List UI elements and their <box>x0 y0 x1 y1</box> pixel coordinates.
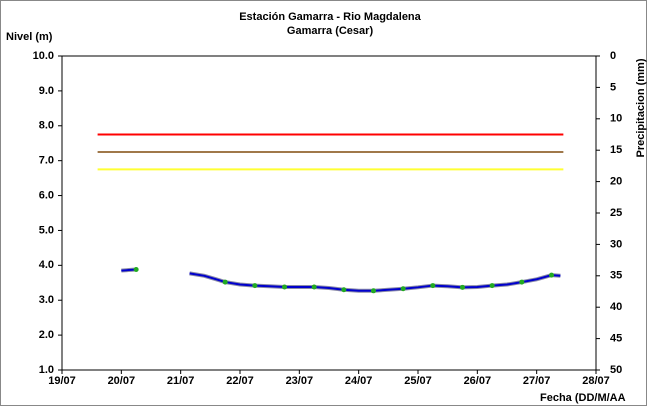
data-point <box>489 283 495 289</box>
chart-title: Estación Gamarra - Rio Magdalena <box>239 11 421 23</box>
y-tick-label: 7.0 <box>39 155 54 167</box>
x-tick-label: 23/07 <box>286 375 314 387</box>
y2-tick-label: 50 <box>610 364 622 376</box>
y2-tick-label: 45 <box>610 333 622 345</box>
x-tick-label: 26/07 <box>464 375 492 387</box>
y-tick-label: 2.0 <box>39 329 54 341</box>
y2-tick-label: 10 <box>610 113 622 125</box>
y-axis-label: Nivel (m) <box>6 31 53 43</box>
data-point <box>252 283 258 289</box>
y-tick-label: 4.0 <box>39 259 54 271</box>
y-tick-label: 10.0 <box>33 50 54 62</box>
x-tick-label: 22/07 <box>226 375 254 387</box>
y-tick-label: 3.0 <box>39 294 54 306</box>
data-point <box>400 286 406 292</box>
data-point <box>430 283 436 289</box>
x-tick-label: 19/07 <box>48 375 76 387</box>
data-point <box>371 288 376 294</box>
x-tick-label: 21/07 <box>167 375 195 387</box>
data-point <box>341 287 347 293</box>
y2-tick-label: 0 <box>610 50 616 62</box>
data-point <box>549 272 554 278</box>
x-tick-label: 24/07 <box>345 375 373 387</box>
x-axis-label: Fecha (DD/M/AA <box>540 392 626 404</box>
chart-subtitle: Gamarra (Cesar) <box>287 25 374 37</box>
y2-axis-label: Precipitacion (mm) <box>635 58 647 157</box>
x-tick-label: 20/07 <box>108 375 136 387</box>
y2-tick-label: 25 <box>610 207 622 219</box>
y2-tick-label: 35 <box>610 270 622 282</box>
data-point <box>311 284 317 290</box>
y-tick-label: 5.0 <box>39 224 54 236</box>
y2-tick-label: 15 <box>610 144 622 156</box>
y-tick-label: 9.0 <box>39 85 54 97</box>
y2-tick-label: 30 <box>610 238 622 250</box>
x-tick-label: 25/07 <box>404 375 432 387</box>
y2-tick-label: 20 <box>610 176 622 188</box>
data-point <box>133 267 139 273</box>
data-point <box>282 284 287 290</box>
data-point <box>460 284 465 290</box>
plot-area <box>61 55 597 371</box>
y-tick-label: 1.0 <box>39 364 54 376</box>
x-tick-label: 27/07 <box>523 375 551 387</box>
y2-tick-label: 40 <box>610 301 622 313</box>
data-point <box>519 279 525 285</box>
x-tick-label: 28/07 <box>582 375 610 387</box>
y-tick-label: 8.0 <box>39 120 54 132</box>
y2-tick-label: 5 <box>610 81 616 93</box>
data-point <box>222 279 228 285</box>
y-tick-label: 6.0 <box>39 189 54 201</box>
